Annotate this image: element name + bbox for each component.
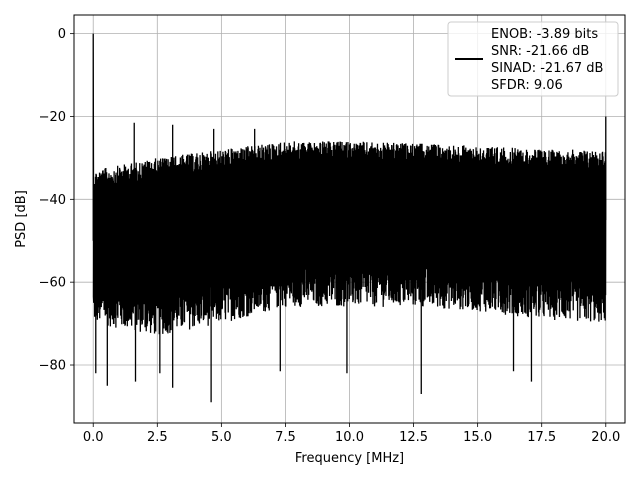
x-tick-label: 20.0: [591, 430, 620, 445]
legend-box: [447, 21, 619, 97]
y-axis-label: PSD [dB]: [14, 190, 29, 248]
psd-line: [92, 33, 607, 403]
x-tick-label: 0.0: [83, 430, 104, 445]
y-tick-label: −80: [39, 359, 66, 374]
x-axis-ticks: 0.0 2.5 5.0 7.5 10.0 12.5 15.0 17.5 20.0: [83, 423, 620, 445]
y-tick-label: −20: [39, 110, 66, 125]
x-tick-label: 17.5: [527, 430, 556, 445]
x-tick-label: 10.0: [335, 430, 364, 445]
x-tick-label: 15.0: [463, 430, 492, 445]
x-tick-label: 5.0: [211, 430, 232, 445]
y-tick-label: −40: [39, 193, 66, 208]
y-axis-ticks: 0 −20 −40 −60 −80: [39, 27, 74, 374]
x-tick-label: 7.5: [275, 430, 296, 445]
legend-sfdr: SFDR: 9.06: [491, 78, 563, 93]
y-tick-label: −60: [39, 276, 66, 291]
x-tick-label: 2.5: [147, 430, 168, 445]
x-axis-label: Frequency [MHz]: [295, 451, 404, 466]
legend-sinad: SINAD: -21.67 dB: [491, 61, 603, 76]
legend-snr: SNR: -21.66 dB: [491, 44, 589, 59]
legend: ENOB: -3.89 bits SNR: -21.66 dB SINAD: -…: [447, 21, 619, 97]
psd-series: [92, 33, 607, 403]
y-tick-label: 0: [58, 27, 66, 42]
x-tick-label: 12.5: [399, 430, 428, 445]
legend-enob: ENOB: -3.89 bits: [491, 27, 598, 42]
